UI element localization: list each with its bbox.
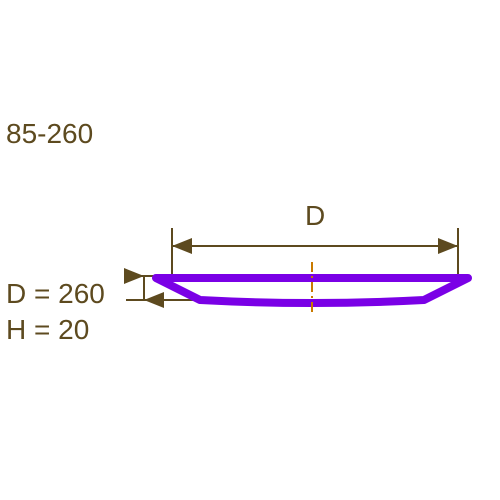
technical-drawing: [0, 0, 500, 500]
dimension-d-label: D = 260: [6, 278, 105, 310]
dimension-line-d: [172, 228, 458, 278]
dimension-d-symbol: D: [305, 200, 325, 232]
part-number-label: 85-260: [6, 118, 93, 150]
dimension-h-label: H = 20: [6, 314, 89, 346]
